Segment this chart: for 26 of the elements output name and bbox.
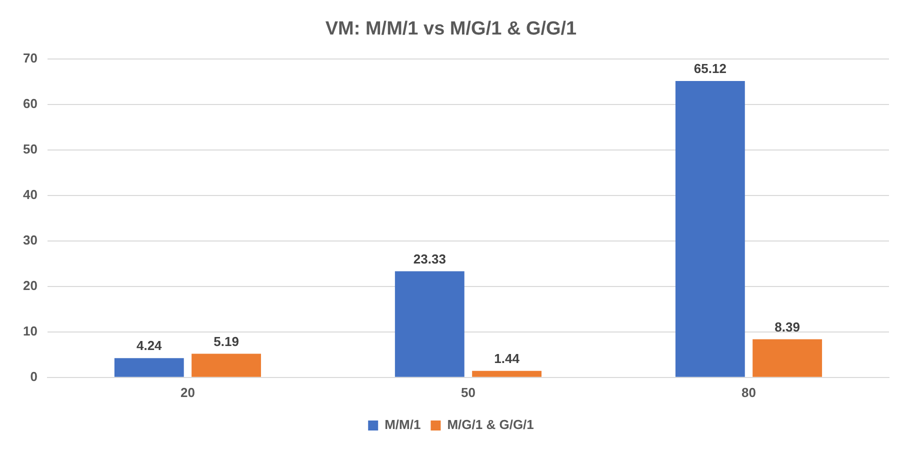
- y-tick-label: 40: [22, 186, 38, 202]
- chart-title: VM: M/M/1 vs M/G/1 & G/G/1: [325, 18, 578, 40]
- legend-label: M/G/1 & G/G/1: [447, 417, 534, 432]
- x-tick-label: 80: [742, 384, 756, 400]
- data-label: 4.24: [136, 338, 163, 354]
- data-label: 1.44: [494, 350, 520, 366]
- y-tick-label: 60: [22, 96, 38, 111]
- y-tick-label: 0: [30, 368, 38, 384]
- legend-label: M/M/1: [384, 417, 421, 432]
- y-tick-label: 70: [22, 50, 38, 66]
- y-tick-label: 50: [22, 141, 38, 156]
- bar: [114, 358, 184, 377]
- bar: [192, 354, 261, 377]
- bar: [675, 81, 745, 377]
- y-tick-label: 30: [22, 232, 38, 248]
- y-tick-label: 20: [22, 278, 38, 293]
- x-tick-label: 50: [460, 384, 476, 400]
- data-label: 8.39: [774, 319, 800, 334]
- data-label: 5.19: [214, 334, 239, 349]
- data-label: 23.33: [413, 251, 446, 266]
- y-tick-label: 10: [22, 323, 38, 338]
- bar: [472, 370, 542, 377]
- bar: [752, 339, 822, 377]
- bar: [394, 271, 464, 377]
- data-label: 65.12: [694, 61, 726, 76]
- x-tick-label: 20: [180, 384, 195, 400]
